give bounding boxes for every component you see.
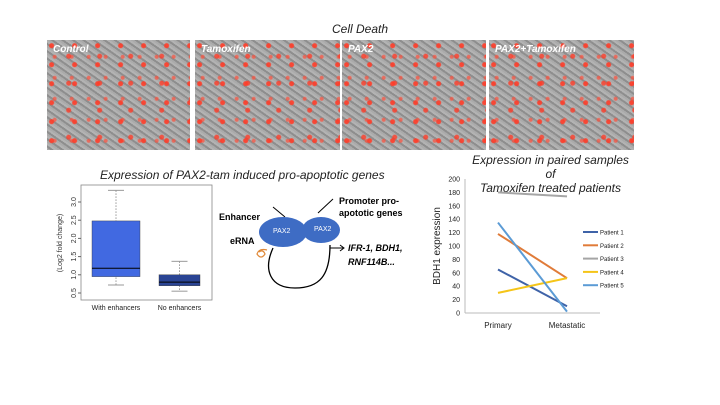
genes-label-2: RNF114B...: [348, 257, 395, 267]
y-tick-label: 200: [448, 177, 460, 184]
y-tick-label: 2.5: [71, 215, 78, 225]
series-line-5: [497, 221, 568, 313]
legend-label: Patient 4: [600, 270, 624, 276]
y-tick-label: 160: [448, 203, 460, 210]
legend-label: Patient 3: [600, 257, 624, 263]
x-tick-label: With enhancers: [92, 305, 141, 312]
y-tick-label: 0: [456, 311, 460, 318]
y-tick-label: 140: [448, 217, 460, 224]
panel-label: PAX2: [348, 44, 374, 55]
legend-label: Patient 1: [600, 231, 624, 237]
y-tick-label: 120: [448, 230, 460, 237]
series-line-2: [497, 233, 568, 280]
y-tick-label: 100: [448, 244, 460, 251]
x-tick-label: No enhancers: [158, 305, 202, 312]
line-chart-title: Expression in paired samples of Tamoxifen…: [468, 153, 633, 195]
erna-label: eRNA: [230, 236, 255, 246]
series-line-4: [497, 277, 568, 294]
y-tick-label: 180: [448, 190, 460, 197]
y-axis-label: BDH1 expression: [432, 207, 443, 285]
microscopy-panel-pax2-tamoxifen: PAX2+Tamoxifen: [489, 40, 634, 150]
y-tick-label: 20: [452, 297, 460, 304]
series-line-1: [497, 268, 568, 308]
promoter-label: Promoter pro-: [339, 196, 400, 206]
y-tick-label: 2.0: [71, 233, 78, 243]
y-tick-label: 3.0: [71, 197, 78, 207]
y-axis-label: (Log2 fold change): [57, 214, 64, 272]
legend-label: Patient 5: [600, 284, 624, 290]
microscopy-panel-control: Control: [47, 40, 190, 150]
loop-diagram: [256, 198, 345, 289]
legend-label: Patient 2: [600, 244, 624, 250]
microscopy-panel-pax2: PAX2: [342, 40, 486, 150]
microscopy-panel-tamoxifen: Tamoxifen: [195, 40, 340, 150]
y-tick-label: 40: [452, 284, 460, 291]
promoter-label-2: apototic genes: [339, 208, 403, 218]
enhancer-label: Enhancer: [219, 212, 261, 222]
box: [91, 220, 141, 277]
panel-label: Control: [53, 44, 89, 55]
panel-label: PAX2+Tamoxifen: [495, 44, 576, 55]
enhancer-diagram: PAX2 PAX2 Enhancer eRNA Promoter pro- ap…: [215, 190, 415, 290]
plot-frame: [80, 184, 213, 301]
line-title-1: Expression in paired samples of: [472, 153, 629, 181]
series-line-3: [497, 191, 568, 198]
y-tick-label: 1.0: [71, 270, 78, 280]
pax2-protein-2: PAX2: [314, 226, 332, 233]
x-tick-label: Metastatic: [549, 321, 585, 330]
line-title-2: Tamoxifen treated patients: [480, 181, 621, 195]
x-tick-label: Primary: [484, 321, 512, 330]
boxplot-title: Expression of PAX2-tam induced pro-apopt…: [100, 168, 385, 182]
genes-label: IFR-1, BDH1,: [348, 243, 403, 253]
panel-label: Tamoxifen: [201, 44, 251, 55]
y-tick-label: 0.5: [71, 288, 78, 298]
pax2-protein-1: PAX2: [273, 228, 291, 235]
y-tick-label: 60: [452, 270, 460, 277]
y-tick-label: 1.5: [71, 252, 78, 262]
figure-title: Cell Death: [331, 22, 389, 36]
y-tick-label: 80: [452, 257, 460, 264]
box: [158, 274, 201, 286]
